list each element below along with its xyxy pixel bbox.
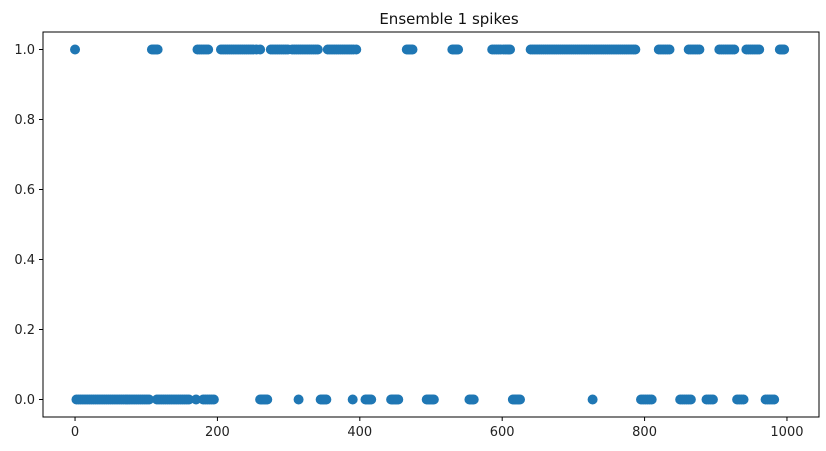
data-point bbox=[351, 44, 362, 55]
data-point bbox=[769, 394, 780, 405]
y-tick-label: 0.8 bbox=[14, 113, 35, 128]
data-point bbox=[646, 394, 657, 405]
y-tick-label: 0.2 bbox=[14, 323, 35, 338]
data-point bbox=[694, 44, 705, 55]
x-tick-label: 1000 bbox=[770, 425, 803, 440]
data-point bbox=[293, 394, 304, 405]
data-point bbox=[468, 394, 479, 405]
data-point bbox=[664, 44, 675, 55]
data-point bbox=[707, 394, 718, 405]
data-point bbox=[347, 394, 358, 405]
data-point bbox=[183, 394, 194, 405]
x-tick-label: 200 bbox=[205, 425, 230, 440]
y-axis: 0.0 0.2 0.4 0.6 0.8 1.0 bbox=[14, 43, 43, 408]
data-point bbox=[428, 394, 439, 405]
data-point bbox=[729, 44, 740, 55]
y-tick-label: 1.0 bbox=[14, 43, 35, 58]
data-point bbox=[453, 44, 464, 55]
data-point bbox=[191, 394, 202, 405]
x-axis: 0 200 400 600 800 1000 bbox=[71, 417, 804, 440]
data-point bbox=[779, 44, 790, 55]
data-point bbox=[144, 394, 155, 405]
data-point bbox=[70, 44, 81, 55]
y-tick-label: 0.0 bbox=[14, 393, 35, 408]
data-point bbox=[366, 394, 377, 405]
x-tick-label: 0 bbox=[71, 425, 79, 440]
data-point bbox=[208, 394, 219, 405]
data-point bbox=[738, 394, 749, 405]
data-point bbox=[262, 394, 273, 405]
data-point bbox=[203, 44, 214, 55]
data-points bbox=[70, 44, 790, 405]
y-tick-label: 0.6 bbox=[14, 183, 35, 198]
data-point bbox=[630, 44, 641, 55]
plot-frame bbox=[42, 31, 820, 418]
x-tick-label: 600 bbox=[490, 425, 515, 440]
data-point bbox=[685, 394, 696, 405]
data-point bbox=[587, 394, 598, 405]
x-tick-label: 400 bbox=[347, 425, 372, 440]
data-point bbox=[754, 44, 765, 55]
data-point bbox=[505, 44, 516, 55]
data-point bbox=[393, 394, 404, 405]
data-point bbox=[407, 44, 418, 55]
data-point bbox=[321, 394, 332, 405]
data-point bbox=[514, 394, 525, 405]
data-point bbox=[255, 44, 266, 55]
data-point bbox=[152, 44, 163, 55]
x-tick-label: 800 bbox=[632, 425, 657, 440]
chart-title: Ensemble 1 spikes bbox=[379, 10, 519, 28]
data-point bbox=[312, 44, 323, 55]
y-tick-label: 0.4 bbox=[14, 253, 35, 268]
